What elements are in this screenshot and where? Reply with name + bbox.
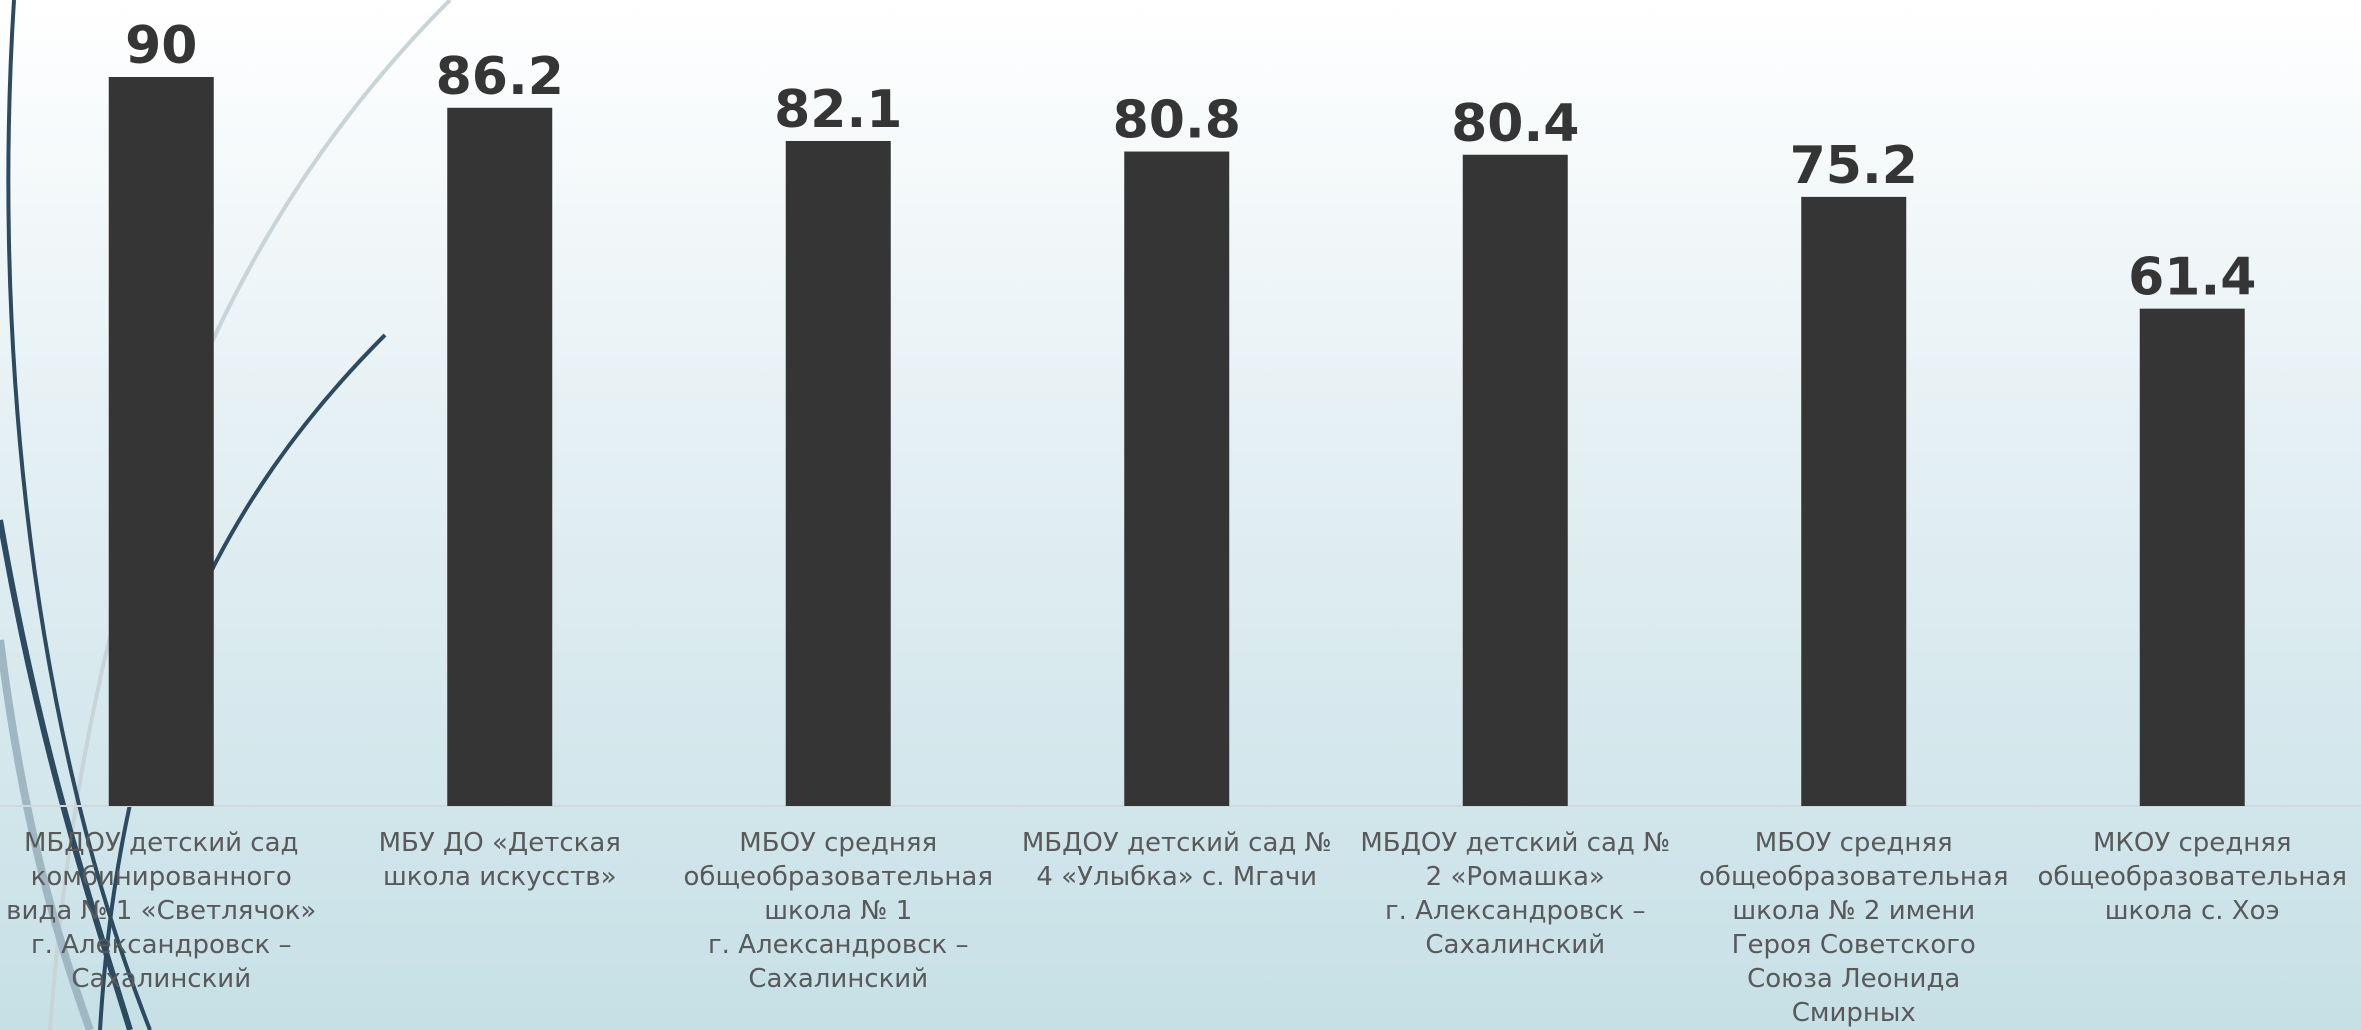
bar — [1801, 196, 1907, 806]
bar — [108, 77, 214, 806]
value-label: 80.8 — [1113, 91, 1241, 151]
x-tick-label: МБДОУ детский сад № 2 «Ромашка» г. Алекс… — [1360, 828, 1671, 960]
x-tick-label: МБОУ средняя общеобразовательная школа №… — [1699, 828, 2009, 1028]
value-label: 86.2 — [436, 47, 564, 107]
value-label: 75.2 — [1790, 136, 1918, 196]
x-tick-label: МБУ ДО «Детская школа искусств» — [378, 828, 621, 892]
bar — [785, 140, 891, 807]
bar — [1462, 154, 1568, 806]
bar — [447, 107, 553, 806]
value-label: 61.4 — [2128, 248, 2256, 308]
x-tick-label: МБДОУ детский сад № 4 «Улыбка» с. Мгачи — [1021, 828, 1332, 892]
value-label: 82.1 — [774, 80, 902, 140]
x-tick-label: МКОУ средняя общеобразовательная школа с… — [2037, 828, 2347, 926]
bar — [2139, 308, 2245, 806]
x-tick-label: МБОУ средняя общеобразовательная школа №… — [683, 828, 993, 994]
x-tick-label: МБДОУ детский сад комбинированного вида … — [6, 828, 317, 994]
value-label: 90 — [125, 16, 197, 76]
bar — [1124, 151, 1230, 806]
value-label: 80.4 — [1451, 94, 1579, 154]
